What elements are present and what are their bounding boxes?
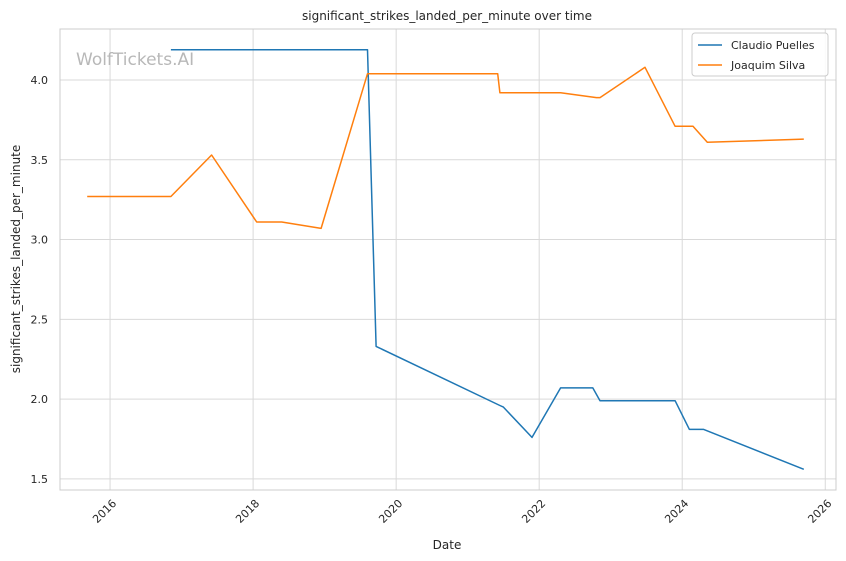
legend: Claudio Puelles Joaquim Silva [691, 32, 829, 77]
chart-title: significant_strikes_landed_per_minute ov… [302, 9, 592, 23]
y-tick-label: 2.0 [31, 393, 49, 406]
y-tick-label: 1.5 [31, 473, 49, 486]
legend-label-joaquim-silva: Joaquim Silva [730, 59, 805, 72]
series-line-claudio-puelles [170, 48, 805, 470]
y-tick-label: 3.5 [31, 154, 49, 167]
legend-box [691, 32, 829, 77]
y-axis-ticks: 1.5 2.0 2.5 3.0 3.5 4.0 [31, 74, 49, 486]
series-layer [87, 48, 805, 470]
legend-label-claudio-puelles: Claudio Puelles [731, 39, 815, 52]
watermark-text: WolfTickets.AI [76, 50, 194, 70]
y-axis-title: significant_strikes_landed_per_minute [9, 145, 23, 374]
x-axis-title: Date [433, 538, 462, 552]
series-line-joaquim-silva [87, 66, 804, 230]
grid-lines [60, 29, 836, 490]
y-tick-label: 3.0 [31, 234, 49, 247]
y-tick-label: 4.0 [31, 74, 49, 87]
y-tick-label: 2.5 [31, 313, 49, 326]
plot-area-frame [59, 28, 837, 491]
